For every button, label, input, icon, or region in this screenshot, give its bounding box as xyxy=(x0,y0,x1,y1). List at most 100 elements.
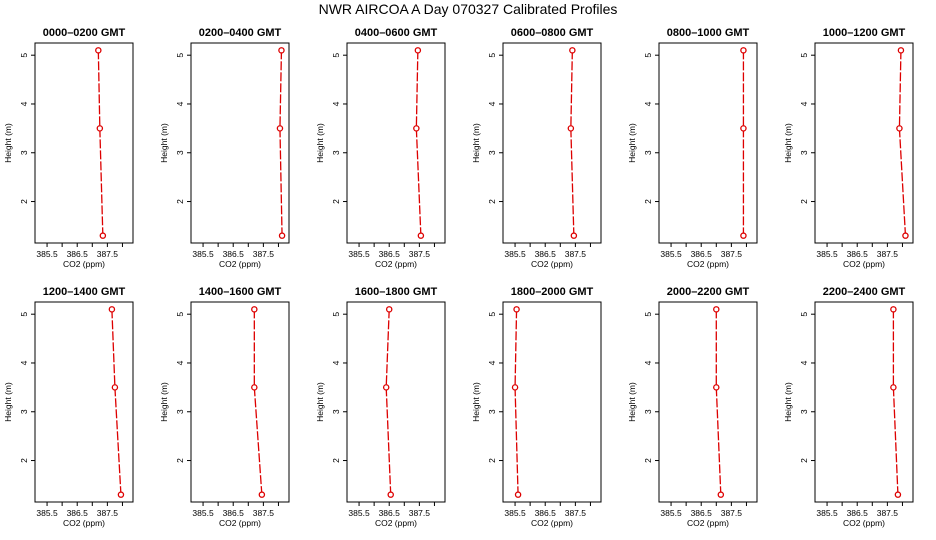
y-tick-label: 4 xyxy=(487,101,497,106)
plot-frame xyxy=(190,42,290,244)
y-tick-label: 2 xyxy=(331,199,341,204)
data-point xyxy=(117,491,125,498)
y-tick-label: 5 xyxy=(643,312,653,317)
data-point xyxy=(713,384,720,391)
profile-panel: 0400–0600 GMT 385.5 386.5 387.5 2 3 4 5 CO2 (ppm… xyxy=(315,27,446,269)
y-tick-label: 5 xyxy=(487,53,497,58)
x-tick-label: 385.5 xyxy=(36,249,58,259)
x-tick-label: 385.5 xyxy=(192,249,214,259)
profile-line-segment xyxy=(415,128,422,236)
x-tick-label: 386.5 xyxy=(691,508,713,518)
profile-line-segment xyxy=(514,387,519,495)
x-tick-label: 386.5 xyxy=(67,249,89,259)
x-tick-label: 386.5 xyxy=(67,508,89,518)
y-tick-label: 3 xyxy=(487,150,497,155)
y-tick-label: 3 xyxy=(799,409,809,414)
y-tick-label: 2 xyxy=(331,458,341,463)
y-tick-label: 4 xyxy=(799,360,809,365)
x-tick-label: 386.5 xyxy=(691,249,713,259)
plot-frame xyxy=(814,42,914,244)
data-point xyxy=(897,47,905,54)
x-tick-label: 385.5 xyxy=(192,508,214,518)
profile-line-segment xyxy=(279,50,283,129)
panel-title: 1200–1400 GMT xyxy=(43,286,126,298)
plot-frame xyxy=(346,301,446,503)
data-point xyxy=(387,491,394,498)
x-tick-label: 387.5 xyxy=(409,508,431,518)
y-tick-label: 3 xyxy=(19,409,29,414)
x-tick-label: 386.5 xyxy=(379,249,401,259)
y-tick-label: 2 xyxy=(487,199,497,204)
x-tick-label: 387.5 xyxy=(97,508,119,518)
x-axis-label: CO2 (ppm) xyxy=(843,518,885,528)
x-tick-label: 386.5 xyxy=(847,249,869,259)
panel-title: 0400–0600 GMT xyxy=(355,27,438,39)
y-tick-label: 5 xyxy=(799,53,809,58)
x-tick-label: 386.5 xyxy=(847,508,869,518)
y-tick-label: 3 xyxy=(175,409,185,414)
data-point xyxy=(740,47,747,54)
y-tick-label: 3 xyxy=(175,150,185,155)
x-tick-label: 387.5 xyxy=(877,508,899,518)
data-point xyxy=(890,384,897,391)
panel-title: 1000–1200 GMT xyxy=(823,27,906,39)
profile-line-segment xyxy=(253,387,263,495)
data-point xyxy=(278,232,286,239)
profile-line-segment xyxy=(99,128,104,236)
x-tick-label: 385.5 xyxy=(816,508,838,518)
x-tick-label: 387.5 xyxy=(97,249,119,259)
y-tick-label: 2 xyxy=(19,458,29,463)
panel-title: 1600–1800 GMT xyxy=(355,286,438,298)
y-tick-label: 4 xyxy=(799,101,809,106)
y-tick-label: 3 xyxy=(331,409,341,414)
x-tick-label: 385.5 xyxy=(504,249,526,259)
x-axis-label: CO2 (ppm) xyxy=(531,259,573,269)
x-tick-label: 385.5 xyxy=(348,508,370,518)
profile-line-segment xyxy=(892,387,899,495)
y-tick-label: 5 xyxy=(643,53,653,58)
profile-line-segment xyxy=(570,128,575,236)
x-tick-label: 385.5 xyxy=(660,249,682,259)
x-tick-label: 386.5 xyxy=(379,508,401,518)
y-tick-label: 4 xyxy=(19,360,29,365)
profile-line-segment xyxy=(97,50,101,129)
y-tick-label: 3 xyxy=(643,409,653,414)
y-tick-label: 4 xyxy=(331,101,341,106)
profile-panel: 0000–0200 GMT 385.5 386.5 387.5 2 3 4 5 CO2 (ppm… xyxy=(3,27,134,269)
y-tick-label: 2 xyxy=(487,458,497,463)
x-tick-label: 386.5 xyxy=(223,508,245,518)
x-tick-label: 387.5 xyxy=(253,508,275,518)
profile-panel: 0200–0400 GMT 385.5 386.5 387.5 2 3 4 5 CO2 (ppm… xyxy=(159,27,290,269)
panel-title: 2000–2200 GMT xyxy=(667,286,750,298)
data-point xyxy=(96,125,104,132)
panel-title: 0800–1000 GMT xyxy=(667,27,750,39)
y-tick-label: 5 xyxy=(487,312,497,317)
profile-line-segment xyxy=(898,128,907,236)
y-tick-label: 3 xyxy=(799,150,809,155)
y-axis-label: Height (m) xyxy=(3,382,13,422)
x-tick-label: 385.5 xyxy=(660,508,682,518)
plot-frame xyxy=(190,301,290,503)
y-tick-label: 5 xyxy=(175,53,185,58)
figure-title: NWR AIRCOA A Day 070327 Calibrated Profi… xyxy=(318,1,618,17)
data-point xyxy=(251,384,258,391)
x-tick-label: 387.5 xyxy=(877,249,899,259)
y-tick-label: 2 xyxy=(19,199,29,204)
data-point xyxy=(890,306,897,313)
x-tick-label: 387.5 xyxy=(721,249,743,259)
x-tick-label: 387.5 xyxy=(721,508,743,518)
x-tick-label: 386.5 xyxy=(223,249,245,259)
x-tick-label: 387.5 xyxy=(565,508,587,518)
data-point xyxy=(382,384,390,391)
y-tick-label: 5 xyxy=(799,312,809,317)
y-axis-label: Height (m) xyxy=(159,123,169,163)
profile-line-segment xyxy=(279,128,283,236)
y-tick-label: 4 xyxy=(643,360,653,365)
y-tick-label: 3 xyxy=(487,409,497,414)
profile-line-segment xyxy=(385,309,390,388)
profile-line-segment xyxy=(715,387,722,495)
panel-title: 2200–2400 GMT xyxy=(823,286,906,298)
profile-line-segment xyxy=(111,309,116,388)
x-axis-label: CO2 (ppm) xyxy=(63,518,105,528)
profile-panel: 1600–1800 GMT 385.5 386.5 387.5 2 3 4 5 CO2 (ppm… xyxy=(315,286,446,528)
